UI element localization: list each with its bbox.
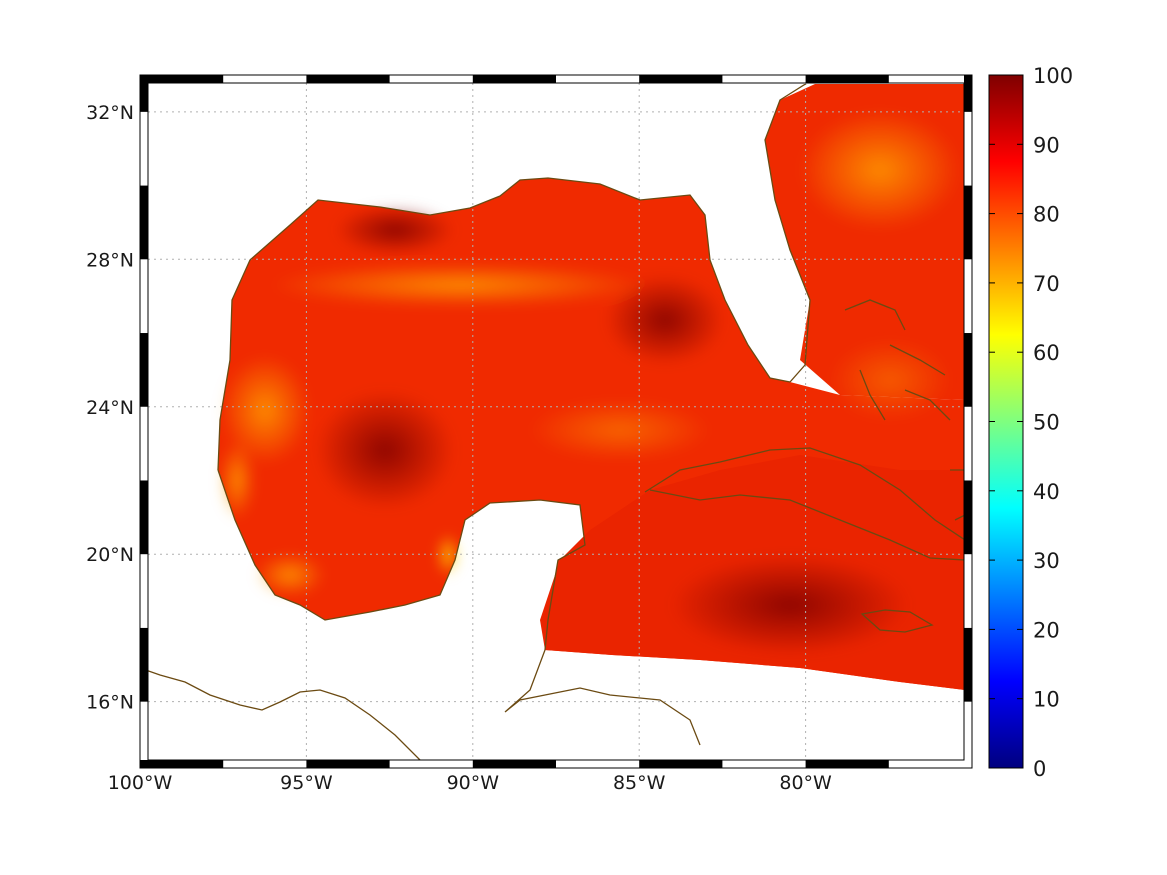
frame-segment — [805, 75, 889, 83]
florida-atlantic-coast — [764, 84, 811, 383]
lat-tick-label: 28°N — [86, 249, 134, 271]
colorbar-tick-label: 30 — [1033, 549, 1060, 573]
lon-tick-label: 80°W — [779, 772, 832, 794]
lon-tick-label: 85°W — [613, 772, 666, 794]
frame-segment — [639, 760, 723, 768]
frame-segment — [140, 480, 148, 555]
colorbar-tick-label: 10 — [1033, 688, 1060, 712]
colorbar-tick-label: 40 — [1033, 480, 1060, 504]
gulf-coast — [148, 177, 791, 760]
frame-segment — [964, 627, 972, 702]
colorbar-tick-label: 100 — [1033, 64, 1073, 88]
lat-tick-label: 20°N — [86, 544, 134, 566]
colorbar-tick-label: 20 — [1033, 618, 1060, 642]
lon-tick-label: 95°W — [280, 772, 333, 794]
frame-segment — [140, 333, 148, 407]
colorbar-tick-label: 0 — [1033, 757, 1046, 781]
frame-segment — [964, 333, 972, 407]
hispaniola-coast — [950, 469, 964, 521]
jamaica-coast — [860, 609, 934, 633]
frame-segment — [140, 627, 148, 702]
colorbar-tick-label: 50 — [1033, 411, 1060, 435]
frame-segment — [140, 185, 148, 260]
colorbar-tick-label: 70 — [1033, 272, 1060, 296]
cuba-coast — [644, 447, 964, 561]
graticule — [148, 83, 964, 760]
longitude-labels: 100°W 95°W 90°W 85°W 80°W — [108, 772, 832, 794]
map-frame — [139, 74, 973, 769]
coastlines — [148, 84, 964, 760]
field-shading — [219, 110, 960, 655]
data-field — [218, 84, 964, 690]
lat-tick-label: 24°N — [86, 397, 134, 419]
lon-tick-label: 100°W — [108, 772, 173, 794]
frame-segment — [639, 75, 723, 83]
frame-segment — [140, 760, 224, 768]
colorbar-tick-label: 80 — [1033, 203, 1060, 227]
lon-tick-label: 90°W — [447, 772, 500, 794]
frame-segment — [964, 75, 972, 112]
frame-segment — [964, 480, 972, 555]
frame-segment — [306, 760, 390, 768]
colorbar-tick-label: 60 — [1033, 341, 1060, 365]
colorbar-tick-label: 90 — [1033, 133, 1060, 157]
bahamas-coast — [844, 299, 951, 421]
latitude-labels: 32°N 28°N 24°N 20°N 16°N — [86, 102, 134, 714]
lat-tick-label: 16°N — [86, 692, 134, 714]
frame-segment — [805, 760, 889, 768]
frame-segment — [472, 75, 556, 83]
frame-segment — [306, 75, 390, 83]
frame-segment — [140, 75, 224, 83]
frame-segment — [472, 760, 556, 768]
lat-tick-label: 32°N — [86, 102, 134, 124]
frame-segment — [140, 75, 148, 112]
frame-segment — [964, 185, 972, 260]
